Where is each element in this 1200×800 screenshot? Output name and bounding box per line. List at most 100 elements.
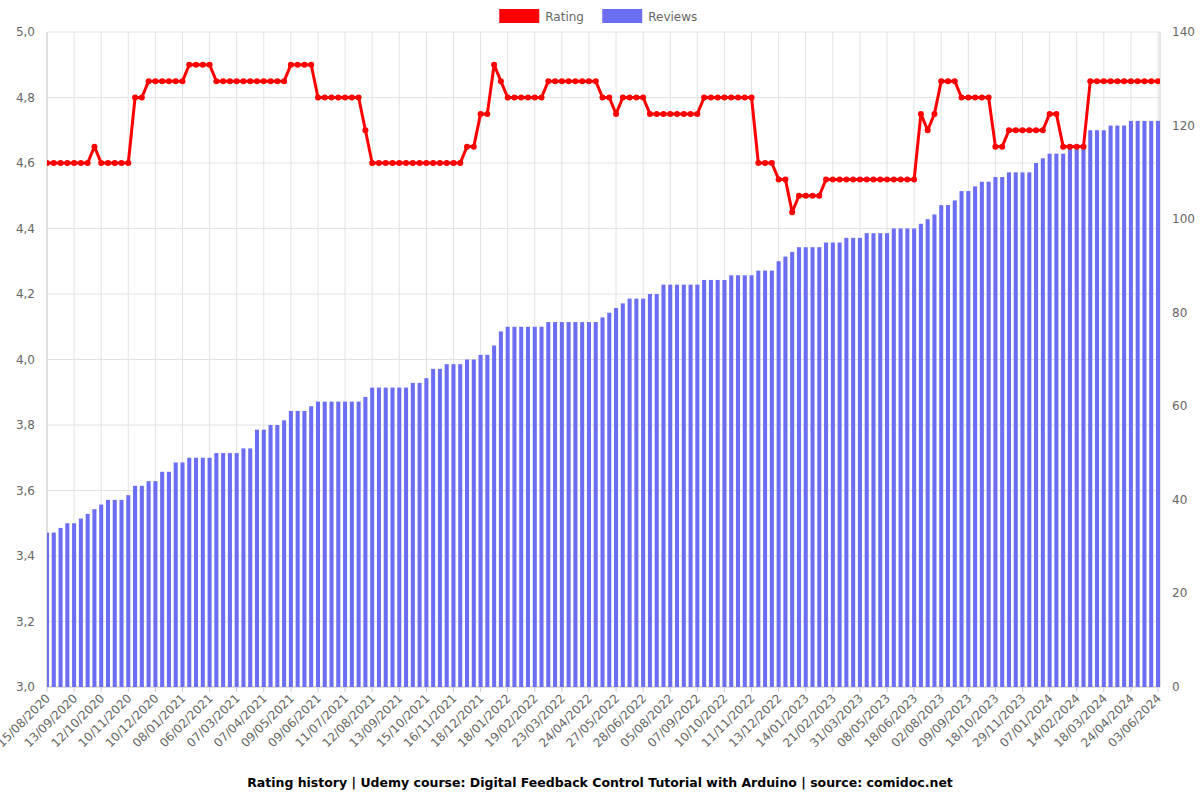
x-tick: [697, 687, 698, 692]
marker: [356, 95, 362, 101]
bar: [844, 238, 848, 687]
marker: [633, 95, 639, 101]
bar: [946, 205, 950, 687]
y-tick-label: 3,6: [16, 484, 35, 498]
bar: [1014, 172, 1018, 687]
marker: [837, 176, 843, 182]
marker: [1040, 127, 1046, 133]
marker: [247, 78, 253, 84]
marker: [918, 111, 924, 117]
marker: [1148, 78, 1154, 84]
bar: [282, 420, 286, 687]
y-tick-label: 4,8: [16, 91, 35, 105]
bar: [445, 364, 449, 687]
legend-swatch: [499, 9, 539, 23]
x-tick: [941, 687, 942, 692]
series-bar: [47, 121, 1160, 687]
x-tick: [317, 687, 318, 692]
marker: [308, 62, 314, 68]
bar: [370, 388, 374, 687]
marker: [1047, 111, 1053, 117]
marker: [389, 160, 395, 166]
bar: [363, 397, 367, 687]
y-tick-label: 3,4: [16, 549, 35, 563]
marker: [755, 160, 761, 166]
marker: [654, 111, 660, 117]
x-tick: [453, 687, 454, 692]
bar: [228, 453, 232, 687]
bar: [607, 313, 611, 687]
marker: [329, 95, 335, 101]
bar: [323, 402, 327, 687]
marker: [78, 160, 84, 166]
bar: [750, 275, 754, 687]
bar: [689, 285, 693, 687]
legend-label: Rating: [545, 10, 584, 24]
marker: [457, 160, 463, 166]
marker: [132, 95, 138, 101]
marker: [1053, 111, 1059, 117]
bar: [194, 458, 198, 687]
marker: [986, 95, 992, 101]
marker: [586, 78, 592, 84]
marker: [207, 62, 213, 68]
bar: [777, 261, 781, 687]
marker: [1033, 127, 1039, 133]
marker: [423, 160, 429, 166]
bar: [397, 388, 401, 687]
marker: [782, 176, 788, 182]
marker: [959, 95, 965, 101]
marker: [1013, 127, 1019, 133]
bar: [722, 280, 726, 687]
plot-area: [47, 62, 1160, 687]
y2-tick-label: 40: [1172, 493, 1187, 507]
bar: [553, 322, 557, 687]
bar: [404, 388, 408, 687]
bar: [851, 238, 855, 687]
bar: [594, 322, 598, 687]
marker: [234, 78, 240, 84]
bar: [113, 500, 117, 687]
marker: [539, 95, 545, 101]
x-tick: [47, 687, 48, 692]
marker: [1141, 78, 1147, 84]
bar: [980, 182, 984, 687]
bar: [269, 425, 273, 687]
marker: [396, 160, 402, 166]
marker: [491, 62, 497, 68]
bar: [418, 383, 422, 687]
marker: [620, 95, 626, 101]
marker: [159, 78, 165, 84]
marker: [342, 95, 348, 101]
x-tick: [805, 687, 806, 692]
x-tick: [588, 687, 589, 692]
bar: [465, 360, 469, 688]
marker: [1067, 144, 1073, 150]
marker: [816, 193, 822, 199]
marker: [261, 78, 267, 84]
marker: [179, 78, 185, 84]
bar: [1027, 172, 1031, 687]
bar: [1034, 163, 1038, 687]
bar: [716, 280, 720, 687]
x-tick: [778, 687, 779, 692]
marker: [139, 95, 145, 101]
bar: [987, 182, 991, 687]
marker: [112, 160, 118, 166]
bar: [1095, 130, 1099, 687]
x-tick: [616, 687, 617, 692]
bar: [384, 388, 388, 687]
marker: [681, 111, 687, 117]
bar: [262, 430, 266, 687]
marker: [125, 160, 131, 166]
bar: [736, 275, 740, 687]
bar: [350, 402, 354, 687]
marker: [796, 193, 802, 199]
marker: [1108, 78, 1114, 84]
x-tick: [345, 687, 346, 692]
bar: [1054, 154, 1058, 687]
marker: [660, 111, 666, 117]
x-tick: [670, 687, 671, 692]
bar: [1000, 177, 1004, 687]
x-tick: [968, 687, 969, 692]
